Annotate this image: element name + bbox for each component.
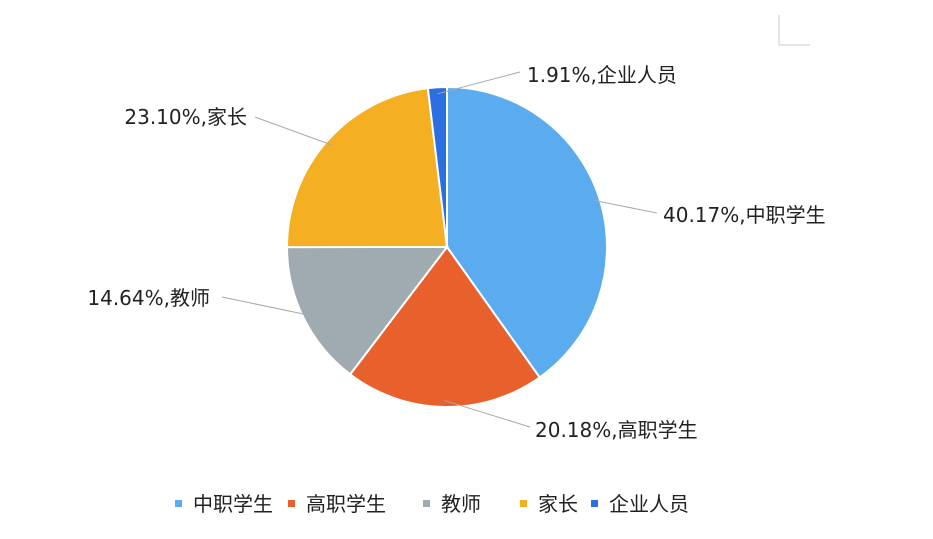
legend: 中职学生 高职学生 教师 家长 企业人员 xyxy=(175,492,689,516)
legend-marker xyxy=(175,500,182,507)
pie-slice xyxy=(285,87,449,249)
data-label: 23.10%,家长 xyxy=(124,105,247,129)
data-label: 14.64%,教师 xyxy=(87,286,210,310)
leader-line xyxy=(254,116,333,146)
pie-slice xyxy=(446,85,608,379)
pie-slice xyxy=(426,85,448,248)
legend-marker xyxy=(591,500,598,507)
legend-item: 中职学生 xyxy=(193,492,273,516)
legend-item: 企业人员 xyxy=(609,492,689,516)
leader-line xyxy=(444,400,531,428)
legend-marker xyxy=(520,500,527,507)
leader-line xyxy=(437,71,521,95)
data-label: 20.18%,高职学生 xyxy=(535,418,698,442)
leader-line xyxy=(221,296,310,316)
pie-slice xyxy=(285,245,450,376)
legend-item: 家长 xyxy=(538,492,578,516)
data-label: 1.91%,企业人员 xyxy=(527,63,677,87)
legend-item: 高职学生 xyxy=(306,492,386,516)
data-label: 40.17%,中职学生 xyxy=(663,203,826,227)
corner-mark xyxy=(778,15,810,46)
legend-marker xyxy=(288,500,295,507)
leader-line xyxy=(593,199,658,214)
legend-item: 教师 xyxy=(441,492,481,516)
pie-slice xyxy=(348,245,542,408)
legend-marker xyxy=(423,500,430,507)
